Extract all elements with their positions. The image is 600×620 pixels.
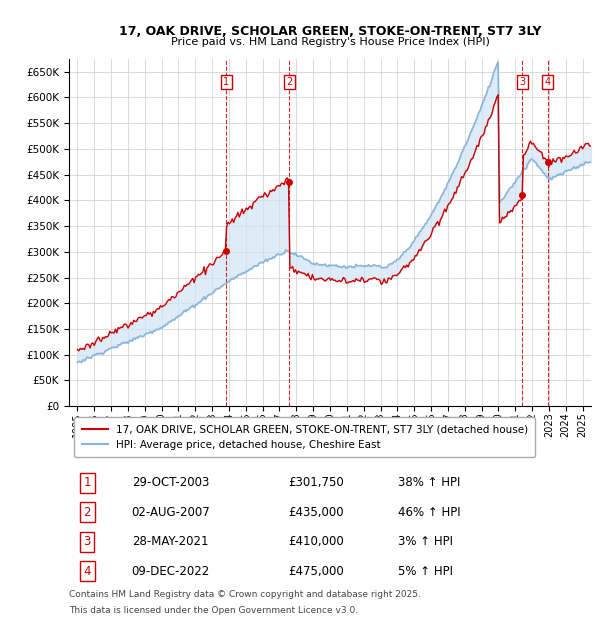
Text: Contains HM Land Registry data © Crown copyright and database right 2025.: Contains HM Land Registry data © Crown c… [69,590,421,600]
Text: 29-OCT-2003: 29-OCT-2003 [131,476,209,489]
Text: 09-DEC-2022: 09-DEC-2022 [131,565,210,578]
Text: 17, OAK DRIVE, SCHOLAR GREEN, STOKE-ON-TRENT, ST7 3LY: 17, OAK DRIVE, SCHOLAR GREEN, STOKE-ON-T… [119,25,541,38]
Text: 38% ↑ HPI: 38% ↑ HPI [398,476,460,489]
Text: 02-AUG-2007: 02-AUG-2007 [131,506,211,519]
Text: This data is licensed under the Open Government Licence v3.0.: This data is licensed under the Open Gov… [69,606,358,615]
Text: 4: 4 [83,565,91,578]
Text: 1: 1 [83,476,91,489]
Text: 2: 2 [286,77,292,87]
Text: 46% ↑ HPI: 46% ↑ HPI [398,506,460,519]
Text: 4: 4 [545,77,551,87]
Text: 2: 2 [83,506,91,519]
Text: £475,000: £475,000 [288,565,344,578]
Legend: 17, OAK DRIVE, SCHOLAR GREEN, STOKE-ON-TRENT, ST7 3LY (detached house), HPI: Ave: 17, OAK DRIVE, SCHOLAR GREEN, STOKE-ON-T… [74,417,535,457]
Text: 1: 1 [223,77,229,87]
Text: £410,000: £410,000 [288,535,344,548]
Text: £435,000: £435,000 [288,506,344,519]
Text: Price paid vs. HM Land Registry's House Price Index (HPI): Price paid vs. HM Land Registry's House … [170,37,490,47]
Text: 5% ↑ HPI: 5% ↑ HPI [398,565,453,578]
Text: 3: 3 [83,535,91,548]
Text: 3: 3 [519,77,525,87]
Text: 28-MAY-2021: 28-MAY-2021 [131,535,208,548]
Text: 3% ↑ HPI: 3% ↑ HPI [398,535,453,548]
Text: £301,750: £301,750 [288,476,344,489]
